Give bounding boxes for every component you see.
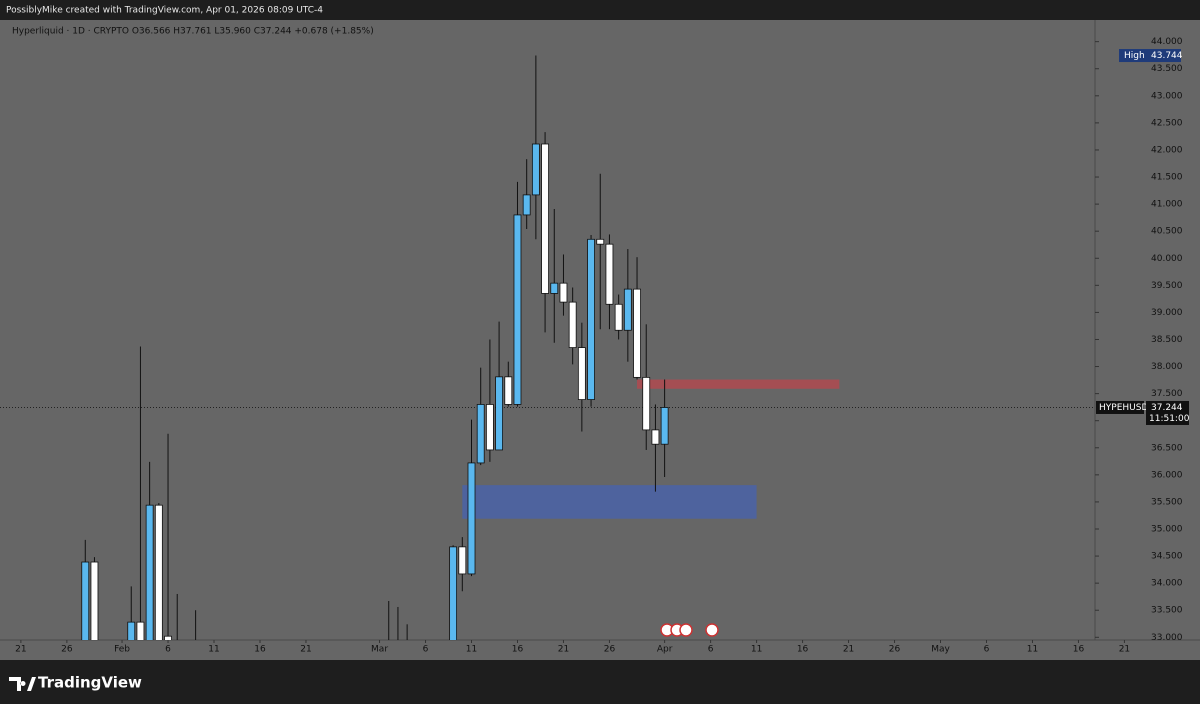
header-text: PossiblyMike created with TradingView.co… <box>6 6 323 16</box>
candle-body <box>136 621 145 640</box>
candle-body <box>614 303 623 331</box>
y-tick-label: 33.500 <box>1151 606 1183 616</box>
event-icon[interactable] <box>679 623 693 637</box>
candle-body <box>495 376 503 451</box>
y-tick-label: 41.500 <box>1151 173 1183 183</box>
countdown: 11:51:00 <box>1149 414 1190 424</box>
candle-body <box>605 243 614 305</box>
candle-body <box>504 376 513 405</box>
x-tick-label: 11 <box>1027 645 1038 655</box>
y-tick-label: 41.000 <box>1151 200 1183 210</box>
y-tick-label: 35.500 <box>1151 497 1183 507</box>
candle-body <box>127 621 136 640</box>
candle-body <box>568 301 577 348</box>
x-tick-label: 26 <box>889 645 901 655</box>
candle-body <box>577 347 586 400</box>
last-symbol: HYPEHUSD <box>1099 403 1148 413</box>
x-tick-label: 21 <box>843 645 854 655</box>
candle-body <box>660 407 669 445</box>
y-tick-label: 36.500 <box>1151 443 1183 453</box>
x-tick-label: 6 <box>984 645 990 655</box>
x-tick-label: 6 <box>708 645 714 655</box>
x-tick-label: 21 <box>300 645 311 655</box>
y-tick-label: 43.000 <box>1151 91 1183 101</box>
y-tick-label: 43.500 <box>1151 64 1183 74</box>
candle-body <box>642 376 651 431</box>
candle-body <box>467 462 476 575</box>
candle-body <box>81 561 90 640</box>
candle-body <box>522 194 531 216</box>
candle-body <box>550 282 559 294</box>
high-label-text: High <box>1124 51 1145 61</box>
tradingview-logo <box>9 677 36 691</box>
candle-body <box>154 504 163 640</box>
x-tick-label: 11 <box>466 645 477 655</box>
event-icon[interactable] <box>705 623 719 637</box>
last-symbol-box <box>1096 400 1144 414</box>
x-tick-label: 26 <box>604 645 616 655</box>
candle-body <box>164 635 172 640</box>
y-tick-label: 39.000 <box>1151 308 1183 318</box>
y-tick-label: 40.500 <box>1151 227 1183 237</box>
x-tick-label: 26 <box>61 645 73 655</box>
x-tick-label: 21 <box>1119 645 1130 655</box>
x-tick-label: 21 <box>558 645 569 655</box>
candle-body <box>587 238 595 400</box>
candle-body <box>449 546 458 640</box>
last-price: 37.244 <box>1151 403 1183 413</box>
candle-body <box>90 561 99 640</box>
y-tick-label: 38.000 <box>1151 362 1183 372</box>
x-tick-label: Feb <box>114 645 130 655</box>
candle-body <box>476 404 485 464</box>
candle-body <box>633 288 641 378</box>
x-tick-label: Mar <box>371 645 388 655</box>
high-label-box <box>1119 49 1181 63</box>
y-tick-label: 37.500 <box>1151 389 1183 399</box>
x-tick-label: 6 <box>423 645 429 655</box>
y-tick-label: 33.000 <box>1151 633 1183 643</box>
y-tick-label: 42.500 <box>1151 118 1183 128</box>
candle-body <box>541 143 549 294</box>
candle-body <box>531 143 540 196</box>
zone <box>637 379 840 389</box>
plot <box>0 55 1095 640</box>
candle-body <box>596 238 605 245</box>
y-tick-label: 40.000 <box>1151 254 1183 264</box>
candle-body <box>145 504 154 640</box>
y-tick-label: 35.000 <box>1151 524 1183 534</box>
y-tick-label: 34.500 <box>1151 552 1183 562</box>
high-label-value: 43.744 <box>1151 51 1183 61</box>
candle-body <box>513 214 522 405</box>
candle-body <box>458 546 467 575</box>
x-tick-label: Apr <box>657 645 673 655</box>
event-icons <box>660 623 719 637</box>
footer <box>0 660 1200 704</box>
x-tick-label: 6 <box>165 645 171 655</box>
y-tick-label: 38.500 <box>1151 335 1183 345</box>
brand: TradingView <box>38 674 142 692</box>
x-tick-label: 16 <box>797 645 809 655</box>
x-tick-label: 11 <box>751 645 762 655</box>
y-tick-label: 42.000 <box>1151 145 1183 155</box>
chart-area <box>0 20 1200 660</box>
top-bar <box>0 0 1200 20</box>
candle-body <box>485 404 494 451</box>
symbol-legend: Hyperliquid · 1D · CRYPTO O36.566 H37.76… <box>12 27 374 37</box>
x-tick-label: 11 <box>208 645 219 655</box>
y-tick-label: 34.000 <box>1151 579 1183 589</box>
candle-body <box>623 288 632 331</box>
x-tick-label: 16 <box>254 645 266 655</box>
y-tick-label: 36.000 <box>1151 470 1183 480</box>
candle-body <box>651 429 660 445</box>
zone <box>462 485 757 519</box>
x-tick-label: 16 <box>512 645 524 655</box>
x-tick-label: 21 <box>15 645 26 655</box>
y-tick-label: 39.500 <box>1151 281 1183 291</box>
x-tick-label: May <box>931 645 950 655</box>
y-tick-label: 44.000 <box>1151 37 1183 47</box>
last-price-box <box>1146 400 1189 425</box>
x-tick-label: 16 <box>1073 645 1085 655</box>
candle-body <box>559 282 568 303</box>
